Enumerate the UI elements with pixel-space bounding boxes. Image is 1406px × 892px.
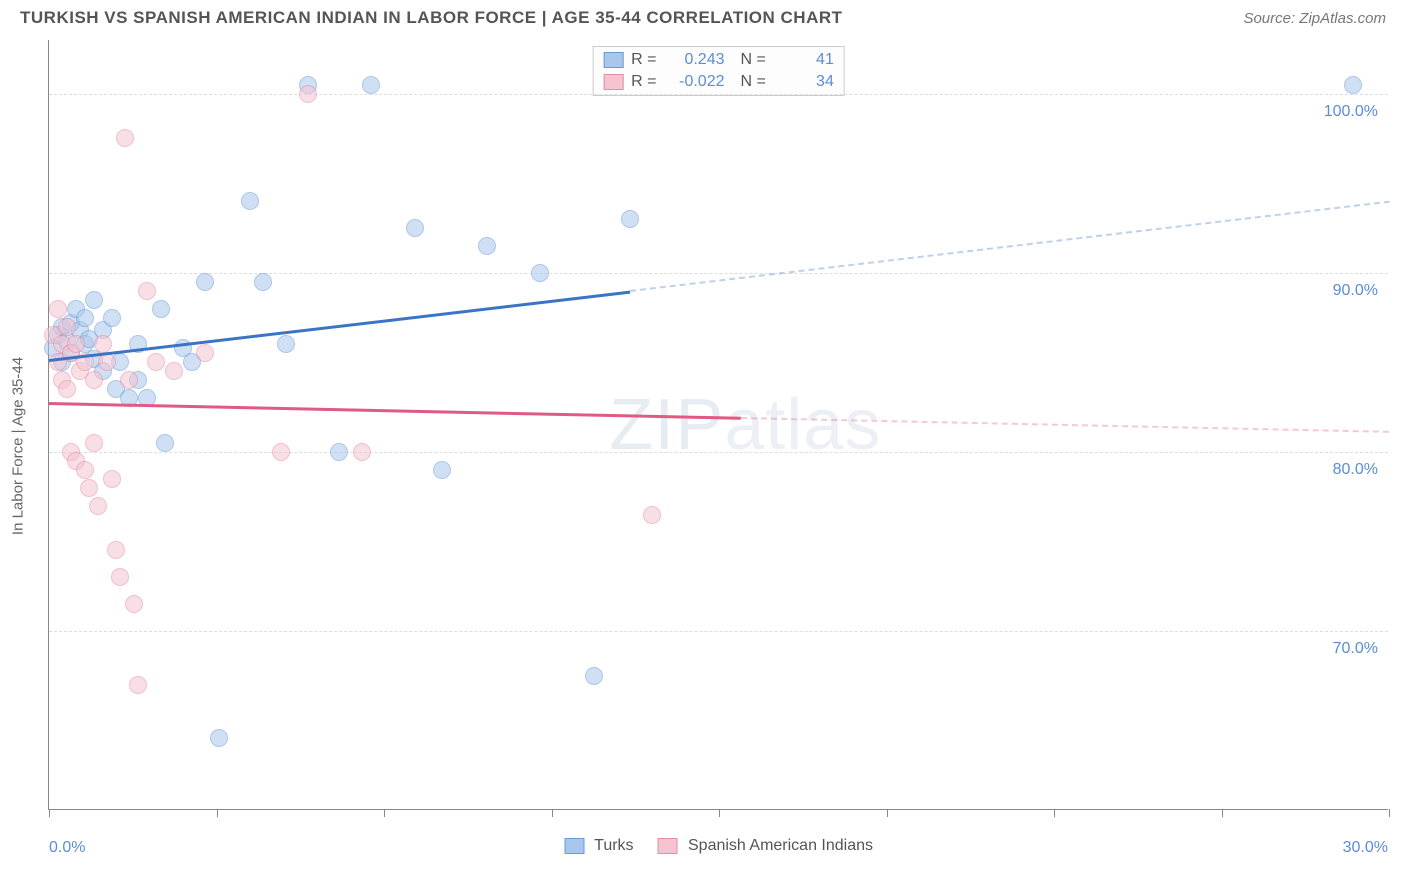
y-tick-label: 80.0% xyxy=(1333,461,1378,479)
data-point xyxy=(299,85,317,103)
data-point xyxy=(362,76,380,94)
data-point xyxy=(353,443,371,461)
x-tick xyxy=(49,809,50,817)
y-tick-label: 90.0% xyxy=(1333,282,1378,300)
chart-header: TURKISH VS SPANISH AMERICAN INDIAN IN LA… xyxy=(0,0,1406,32)
x-tick xyxy=(217,809,218,817)
data-point xyxy=(85,371,103,389)
legend-swatch-pink xyxy=(658,838,678,854)
data-point xyxy=(643,506,661,524)
data-point xyxy=(120,371,138,389)
data-point xyxy=(111,568,129,586)
data-point xyxy=(138,282,156,300)
data-point xyxy=(531,264,549,282)
data-point xyxy=(196,273,214,291)
data-point xyxy=(103,309,121,327)
data-point xyxy=(152,300,170,318)
gridline xyxy=(49,94,1388,95)
data-point xyxy=(89,497,107,515)
data-point xyxy=(621,210,639,228)
data-point xyxy=(196,344,214,362)
data-point xyxy=(406,219,424,237)
data-point xyxy=(165,362,183,380)
trend-line xyxy=(49,402,741,419)
x-tick xyxy=(384,809,385,817)
data-point xyxy=(58,380,76,398)
data-point xyxy=(76,461,94,479)
x-axis-max-label: 30.0% xyxy=(1343,839,1388,857)
chart-source: Source: ZipAtlas.com xyxy=(1243,10,1386,27)
data-point xyxy=(116,129,134,147)
chart-title: TURKISH VS SPANISH AMERICAN INDIAN IN LA… xyxy=(20,8,843,28)
data-point xyxy=(129,676,147,694)
data-point xyxy=(210,729,228,747)
watermark-text: ZIPatlas xyxy=(609,384,881,466)
gridline xyxy=(49,273,1388,274)
data-point xyxy=(241,192,259,210)
data-point xyxy=(277,335,295,353)
data-point xyxy=(254,273,272,291)
gridline xyxy=(49,631,1388,632)
y-tick-label: 100.0% xyxy=(1324,103,1378,121)
data-point xyxy=(67,335,85,353)
data-point xyxy=(1344,76,1362,94)
legend-swatch-pink xyxy=(603,74,623,90)
data-point xyxy=(585,667,603,685)
data-point xyxy=(80,479,98,497)
data-point xyxy=(125,595,143,613)
data-point xyxy=(94,335,112,353)
x-tick xyxy=(1222,809,1223,817)
x-tick xyxy=(552,809,553,817)
data-point xyxy=(156,434,174,452)
x-tick xyxy=(1054,809,1055,817)
x-tick xyxy=(887,809,888,817)
trend-line xyxy=(49,290,630,361)
x-tick xyxy=(1389,809,1390,817)
gridline xyxy=(49,452,1388,453)
legend-item-spanish: Spanish American Indians xyxy=(658,837,873,855)
data-point xyxy=(76,309,94,327)
correlation-legend: R =0.243 N =41 R =-0.022 N =34 xyxy=(592,46,845,96)
data-point xyxy=(85,291,103,309)
data-point xyxy=(49,300,67,318)
data-point xyxy=(103,470,121,488)
legend-row-turks: R =0.243 N =41 xyxy=(603,49,834,71)
legend-swatch-blue xyxy=(564,838,584,854)
trend-line xyxy=(741,417,1389,433)
x-tick xyxy=(719,809,720,817)
series-legend: Turks Spanish American Indians xyxy=(564,837,873,855)
data-point xyxy=(85,434,103,452)
data-point xyxy=(58,318,76,336)
scatter-plot-area: ZIPatlas R =0.243 N =41 R =-0.022 N =34 … xyxy=(48,40,1388,810)
data-point xyxy=(98,353,116,371)
data-point xyxy=(433,461,451,479)
data-point xyxy=(272,443,290,461)
data-point xyxy=(478,237,496,255)
data-point xyxy=(330,443,348,461)
data-point xyxy=(147,353,165,371)
data-point xyxy=(107,541,125,559)
legend-item-turks: Turks xyxy=(564,837,634,855)
x-axis-min-label: 0.0% xyxy=(49,839,85,857)
legend-row-spanish: R =-0.022 N =34 xyxy=(603,71,834,93)
y-tick-label: 70.0% xyxy=(1333,640,1378,658)
y-axis-label: In Labor Force | Age 35-44 xyxy=(10,357,27,535)
trend-line xyxy=(630,201,1390,292)
legend-swatch-blue xyxy=(603,52,623,68)
